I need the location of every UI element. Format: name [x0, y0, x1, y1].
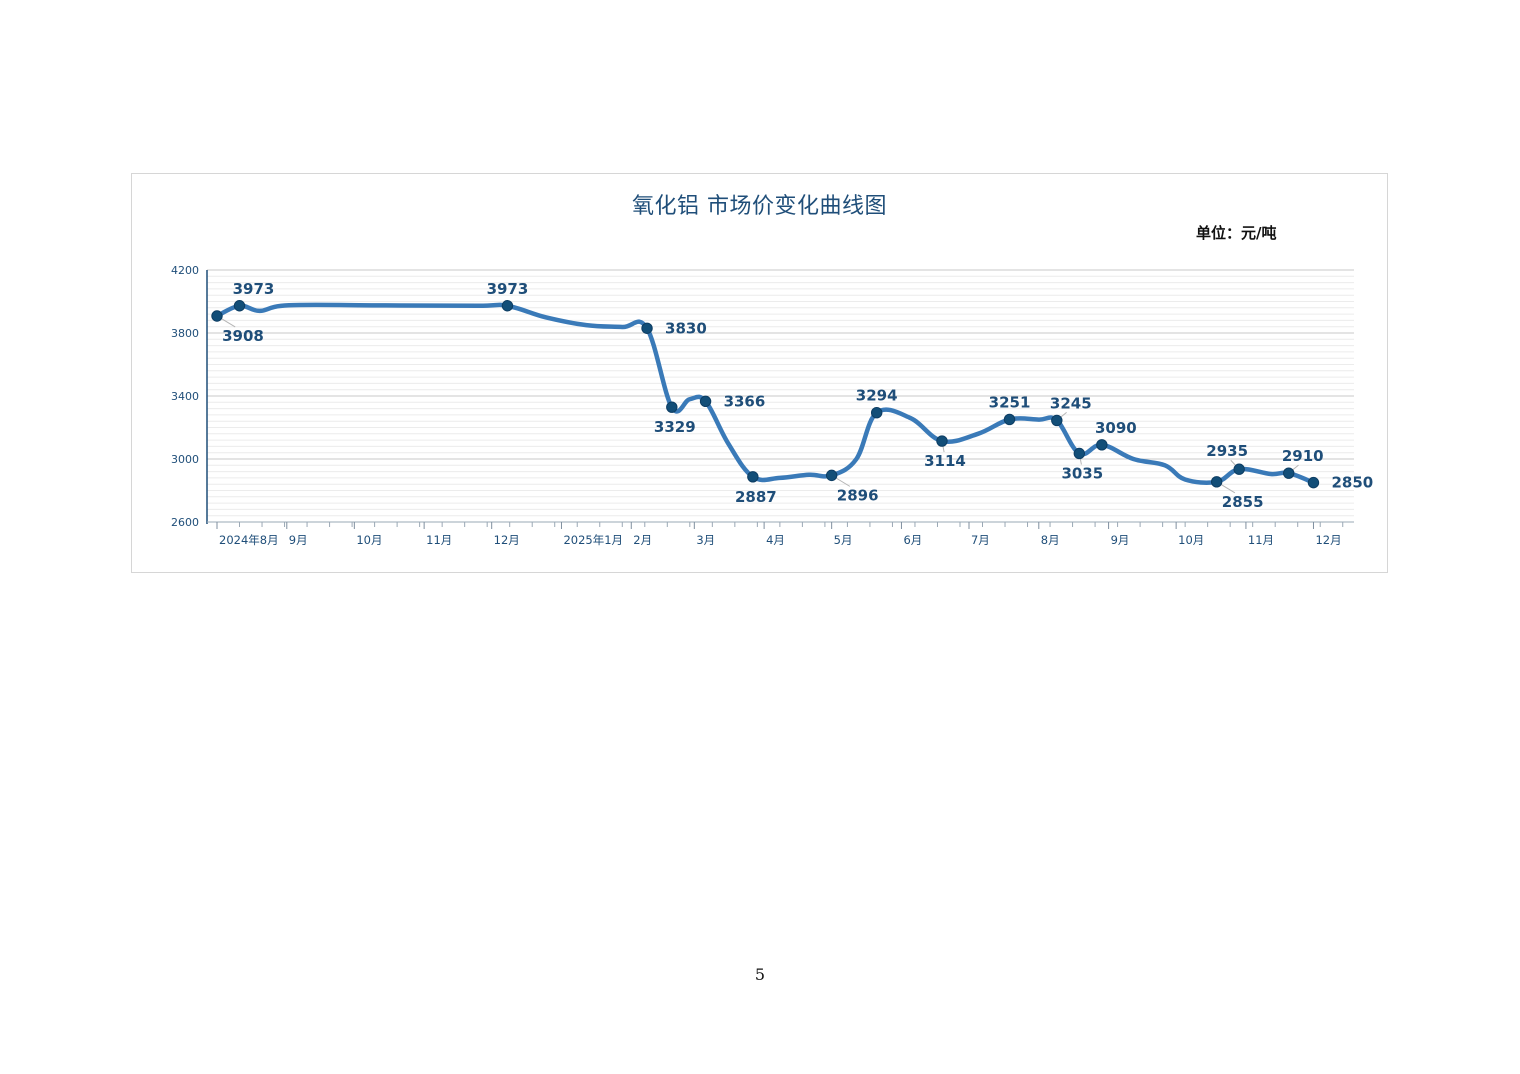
data-marker [825, 469, 838, 482]
x-tick-label: 12月 [494, 533, 520, 547]
data-label: 2855 [1222, 493, 1264, 511]
data-marker [699, 395, 712, 408]
data-marker [1003, 413, 1016, 426]
x-tick-label: 11月 [1248, 533, 1274, 547]
unit-label: 单位：元/吨 [1196, 224, 1277, 242]
x-tick-label: 5月 [834, 533, 853, 547]
chart-container: 氧化铝 市场价变化曲线图 单位：元/吨 4200 3800 3400 3000 2600… [131, 173, 1388, 573]
data-marker [1233, 463, 1245, 475]
data-label: 3035 [1061, 464, 1103, 482]
x-tick-label: 3月 [696, 533, 715, 547]
x-tick-label: 2月 [633, 533, 652, 547]
data-label: 3294 [856, 387, 898, 405]
data-label: 3973 [487, 280, 529, 298]
x-tick-label: 9月 [1111, 533, 1130, 547]
y-tick-label: 2600 [171, 516, 199, 529]
data-marker [1051, 414, 1063, 427]
data-label: 2935 [1206, 442, 1248, 460]
data-label: 3973 [233, 280, 275, 298]
data-label: 3366 [724, 392, 766, 410]
data-marker [501, 300, 514, 312]
data-marker [747, 471, 759, 483]
x-tick-label: 2025年1月 [563, 533, 623, 547]
chart-title: 氧化铝 市场价变化曲线图 [632, 194, 887, 219]
page-number: 5 [754, 965, 766, 984]
x-tick-label: 10月 [356, 533, 382, 547]
data-marker [641, 322, 653, 334]
data-label: 2887 [735, 488, 777, 506]
data-marker [1096, 439, 1108, 451]
data-label: 2896 [837, 486, 879, 504]
x-tick-label: 12月 [1315, 533, 1341, 547]
x-tick-label: 4月 [766, 533, 785, 547]
data-label: 3251 [989, 393, 1031, 411]
y-tick-label: 3400 [171, 390, 199, 403]
data-label: 3114 [924, 452, 966, 470]
data-label: 3090 [1095, 419, 1137, 437]
data-label: 3908 [222, 327, 264, 345]
data-marker [1210, 476, 1223, 488]
data-marker [211, 310, 223, 322]
data-label: 3830 [665, 319, 707, 337]
data-label: 3329 [654, 418, 696, 436]
x-tick-label: 11月 [426, 533, 452, 547]
data-label: 2910 [1282, 447, 1324, 465]
x-tick-label: 6月 [903, 533, 922, 547]
data-label: 3245 [1050, 394, 1092, 412]
x-tick-label: 10月 [1178, 533, 1204, 547]
data-marker [1073, 447, 1086, 460]
x-tick-label: 7月 [971, 533, 990, 547]
data-marker [233, 300, 246, 312]
x-tick-label: 8月 [1041, 533, 1060, 547]
data-marker [666, 401, 678, 413]
data-marker [870, 406, 883, 419]
series-line [214, 302, 1316, 485]
x-tick-label: 2024年8月 [219, 533, 279, 547]
line-chart-plot: 4200 3800 3400 3000 2600 2024年8月 9月 10月 11月 12月 20… [171, 264, 1373, 547]
data-marker [1307, 476, 1320, 489]
y-tick-label: 3800 [171, 327, 199, 340]
data-marker [936, 435, 948, 447]
y-tick-label: 4200 [171, 264, 199, 277]
x-tick-label: 9月 [289, 533, 308, 547]
data-marker [1283, 467, 1295, 479]
data-label: 2850 [1331, 474, 1373, 492]
y-tick-label: 3000 [171, 453, 199, 466]
